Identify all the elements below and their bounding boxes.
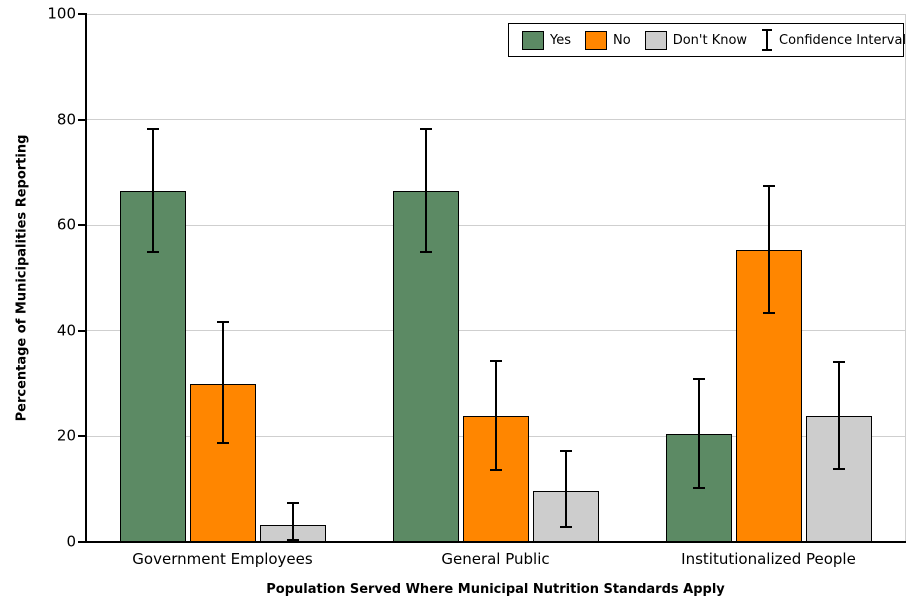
error-bar-line <box>767 185 770 313</box>
y-axis-title: Percentage of Municipalities Reporting <box>14 134 30 422</box>
error-bar-cap-top <box>762 184 775 187</box>
error-bar-cap-bottom <box>216 441 229 444</box>
x-category-label: Institutionalized People <box>681 550 856 568</box>
error-bar-line <box>151 128 154 252</box>
legend-item-yes: Yes <box>522 30 571 50</box>
y-tick-mark <box>78 118 85 121</box>
y-axis-line <box>85 13 87 543</box>
y-tick-mark <box>78 13 85 15</box>
y-tick-label: 80 <box>56 110 76 129</box>
y-gridline <box>86 330 905 332</box>
legend-swatch-icon <box>585 30 607 50</box>
y-tick-mark <box>78 224 85 227</box>
legend: Yes No Don't Know Confidence Interval <box>508 23 906 57</box>
right-spine <box>905 14 906 542</box>
error-bar-cap-top <box>419 127 432 130</box>
error-bar-cap-bottom <box>559 526 572 529</box>
x-category-label: General Public <box>441 550 550 568</box>
y-tick-label: 60 <box>56 215 76 234</box>
legend-item-confidence-interval: Confidence Interval <box>761 29 906 51</box>
error-bar-cap-bottom <box>832 468 845 471</box>
y-tick-label: 100 <box>47 4 76 23</box>
y-tick-label: 0 <box>66 532 76 551</box>
y-tick-mark <box>78 435 85 438</box>
y-tick-mark <box>78 329 85 332</box>
error-bar-line <box>221 322 224 443</box>
legend-swatch-icon <box>644 30 667 50</box>
y-tick-label: 20 <box>56 426 76 445</box>
y-gridline <box>86 13 905 15</box>
error-bar-cap-top <box>832 360 845 363</box>
error-bar-cap-bottom <box>146 250 159 253</box>
error-bar-cap-top <box>286 501 299 504</box>
error-bar-cap-bottom <box>489 469 502 472</box>
error-bar-cap-top <box>559 450 572 453</box>
x-axis-title: Population Served Where Municipal Nutrit… <box>266 582 725 597</box>
legend-label: Confidence Interval <box>779 32 907 48</box>
error-bar-line <box>564 451 567 528</box>
y-tick-mark <box>78 541 85 543</box>
error-bar-cap-bottom <box>692 486 705 489</box>
legend-item-don-t-know: Don't Know <box>644 30 748 50</box>
error-bar-cap-bottom <box>286 538 299 541</box>
x-category-label: Government Employees <box>132 550 313 568</box>
error-bar-cap-bottom <box>762 311 775 314</box>
error-bar-line <box>291 502 294 540</box>
legend-label: Don't Know <box>672 32 748 48</box>
legend-label: Yes <box>550 32 571 48</box>
y-gridline <box>86 224 905 226</box>
error-bar-line <box>837 361 840 470</box>
error-bar-cap-bottom <box>419 250 432 253</box>
y-tick-label: 40 <box>56 321 76 340</box>
error-bar-cap-top <box>692 377 705 380</box>
error-bar-cap-top <box>489 360 502 363</box>
error-bar-line <box>494 361 497 471</box>
y-gridline <box>86 119 905 121</box>
error-bar-cap-top <box>146 127 159 130</box>
error-bar-line <box>697 378 700 488</box>
legend-item-no: No <box>585 30 631 50</box>
error-bar-line <box>424 128 427 252</box>
legend-label: No <box>613 32 631 48</box>
error-bar-cap-top <box>216 321 229 324</box>
x-axis-line <box>85 541 906 543</box>
error-bar-icon <box>761 29 773 51</box>
legend-swatch-icon <box>522 30 544 50</box>
